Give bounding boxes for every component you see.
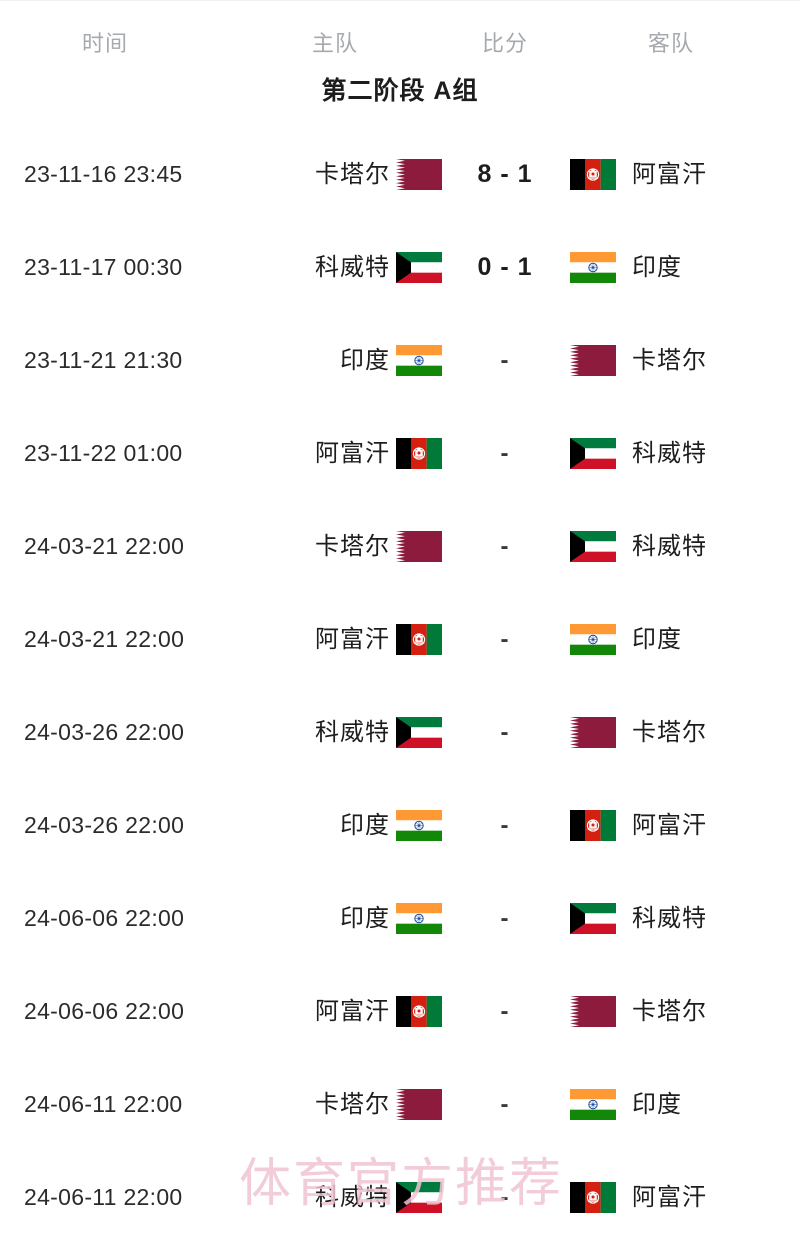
- away-team-name: 阿富汗: [632, 161, 707, 188]
- match-score: -: [500, 905, 510, 932]
- match-date-time: 23-11-21 21:30: [24, 347, 183, 373]
- column-header-row: 时间 主队 比分 客队: [0, 22, 800, 66]
- away-team-name: 印度: [632, 1091, 682, 1118]
- qatar-flag: [396, 1089, 442, 1120]
- kuwait-flag: [570, 531, 616, 562]
- afghanistan-flag: [570, 810, 616, 841]
- home-team-name: 卡塔尔: [315, 1091, 390, 1118]
- home-team-name: 科威特: [315, 254, 390, 281]
- match-score: -: [500, 812, 510, 839]
- match-row[interactable]: 24-03-26 22:00 科威特 - 卡塔尔: [0, 686, 800, 779]
- kuwait-flag: [396, 717, 442, 748]
- match-date-time: 23-11-16 23:45: [24, 161, 183, 187]
- match-score: -: [500, 626, 510, 653]
- afghanistan-flag: [396, 624, 442, 655]
- home-team-name: 印度: [340, 347, 390, 374]
- home-team-name: 印度: [340, 812, 390, 839]
- kuwait-flag: [570, 438, 616, 469]
- match-row[interactable]: 24-06-11 22:00 卡塔尔 - 印度: [0, 1058, 800, 1151]
- match-date-time: 24-03-26 22:00: [24, 719, 185, 745]
- match-score: 8 - 1: [477, 160, 533, 188]
- qatar-flag: [570, 717, 616, 748]
- column-header-away: 客队: [648, 31, 695, 56]
- match-score: -: [500, 1091, 510, 1118]
- afghanistan-flag: [396, 438, 442, 469]
- match-date-time: 24-06-06 22:00: [24, 998, 185, 1024]
- afghanistan-flag: [396, 996, 442, 1027]
- match-row[interactable]: 24-03-21 22:00 卡塔尔 - 科威特: [0, 500, 800, 593]
- home-team-name: 阿富汗: [315, 998, 390, 1025]
- match-score: 0 - 1: [477, 253, 533, 281]
- kuwait-flag: [570, 903, 616, 934]
- away-team-name: 印度: [632, 254, 682, 281]
- match-date-time: 24-03-21 22:00: [24, 533, 185, 559]
- away-team-name: 印度: [632, 626, 682, 653]
- match-list: 23-11-16 23:45 卡塔尔 8 - 1 阿富汗 23-11-17 00…: [0, 128, 800, 1244]
- home-team-name: 阿富汗: [315, 440, 390, 467]
- qatar-flag: [570, 345, 616, 376]
- match-score: -: [500, 533, 510, 560]
- india-flag: [396, 810, 442, 841]
- away-team-name: 阿富汗: [632, 1184, 707, 1211]
- top-divider: [0, 0, 800, 1]
- match-row[interactable]: 24-03-21 22:00 阿富汗 - 印度: [0, 593, 800, 686]
- afghanistan-flag: [570, 1182, 616, 1213]
- match-date-time: 24-03-21 22:00: [24, 626, 185, 652]
- away-team-name: 科威特: [632, 533, 707, 560]
- away-team-name: 阿富汗: [632, 812, 707, 839]
- match-date-time: 24-06-11 22:00: [24, 1184, 183, 1210]
- match-score: -: [500, 440, 510, 467]
- match-score: -: [500, 719, 510, 746]
- india-flag: [396, 903, 442, 934]
- qatar-flag: [570, 996, 616, 1027]
- match-row[interactable]: 24-03-26 22:00 印度 - 阿富汗: [0, 779, 800, 872]
- column-header-home: 主队: [312, 31, 359, 56]
- home-team-name: 卡塔尔: [315, 533, 390, 560]
- kuwait-flag: [396, 252, 442, 283]
- match-row[interactable]: 24-06-11 22:00 科威特 - 阿富汗: [0, 1151, 800, 1244]
- away-team-name: 科威特: [632, 440, 707, 467]
- match-date-time: 24-06-11 22:00: [24, 1091, 183, 1117]
- home-team-name: 科威特: [315, 1184, 390, 1211]
- kuwait-flag: [396, 1182, 442, 1213]
- match-date-time: 23-11-22 01:00: [24, 440, 183, 466]
- away-team-name: 科威特: [632, 905, 707, 932]
- away-team-name: 卡塔尔: [632, 347, 707, 374]
- home-team-name: 印度: [340, 905, 390, 932]
- column-header-time: 时间: [82, 31, 129, 56]
- column-header-score: 比分: [482, 31, 529, 56]
- qatar-flag: [396, 531, 442, 562]
- india-flag: [396, 345, 442, 376]
- home-team-name: 科威特: [315, 719, 390, 746]
- match-row[interactable]: 23-11-17 00:30 科威特 0 - 1 印度: [0, 221, 800, 314]
- home-team-name: 阿富汗: [315, 626, 390, 653]
- away-team-name: 卡塔尔: [632, 998, 707, 1025]
- afghanistan-flag: [570, 159, 616, 190]
- match-row[interactable]: 23-11-22 01:00 阿富汗 - 科威特: [0, 407, 800, 500]
- match-score: -: [500, 1184, 510, 1211]
- qatar-flag: [396, 159, 442, 190]
- india-flag: [570, 1089, 616, 1120]
- india-flag: [570, 252, 616, 283]
- home-team-name: 卡塔尔: [315, 161, 390, 188]
- match-date-time: 23-11-17 00:30: [24, 254, 183, 280]
- group-title: 第二阶段 A组: [321, 77, 479, 105]
- match-score: -: [500, 998, 510, 1025]
- match-score: -: [500, 347, 510, 374]
- match-row[interactable]: 24-06-06 22:00 阿富汗 - 卡塔尔: [0, 965, 800, 1058]
- india-flag: [570, 624, 616, 655]
- away-team-name: 卡塔尔: [632, 719, 707, 746]
- match-date-time: 24-06-06 22:00: [24, 905, 185, 931]
- match-row[interactable]: 23-11-16 23:45 卡塔尔 8 - 1 阿富汗: [0, 128, 800, 221]
- match-row[interactable]: 23-11-21 21:30 印度 - 卡塔尔: [0, 314, 800, 407]
- match-date-time: 24-03-26 22:00: [24, 812, 185, 838]
- match-row[interactable]: 24-06-06 22:00 印度 - 科威特: [0, 872, 800, 965]
